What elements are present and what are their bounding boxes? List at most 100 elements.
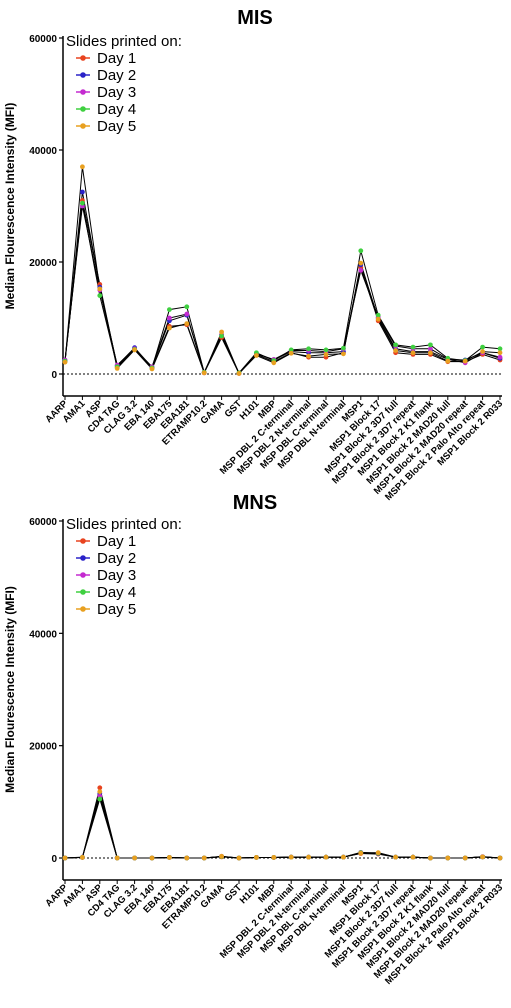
data-point bbox=[375, 850, 381, 856]
data-point bbox=[462, 855, 468, 861]
legend-label: Day 3 bbox=[97, 84, 136, 101]
data-point bbox=[323, 347, 329, 353]
data-point bbox=[410, 350, 416, 356]
legend-marker bbox=[80, 572, 86, 578]
data-point bbox=[97, 789, 103, 795]
data-point bbox=[445, 855, 451, 861]
data-point bbox=[445, 358, 451, 364]
legend-marker bbox=[80, 538, 86, 544]
data-point bbox=[184, 321, 190, 326]
data-point bbox=[236, 371, 242, 376]
data-point bbox=[288, 347, 294, 353]
legend-label: Day 2 bbox=[97, 67, 136, 84]
legend-label: Day 2 bbox=[97, 550, 136, 567]
data-point bbox=[80, 200, 85, 206]
data-point bbox=[184, 855, 190, 861]
data-point bbox=[114, 366, 120, 371]
legend-marker bbox=[80, 123, 86, 129]
data-point bbox=[97, 286, 103, 292]
data-point bbox=[428, 855, 433, 861]
data-point bbox=[393, 348, 398, 353]
y-axis-label: Median Flourescence Intensity (MFI) bbox=[3, 586, 17, 793]
y-axis-label: Median Flourescence Intensity (MFI) bbox=[3, 103, 17, 310]
data-point bbox=[97, 796, 103, 802]
data-point bbox=[219, 853, 225, 859]
data-point bbox=[341, 345, 346, 351]
data-point bbox=[288, 854, 294, 860]
data-point bbox=[184, 304, 190, 310]
data-point bbox=[341, 854, 346, 860]
data-point bbox=[201, 855, 207, 861]
legend-label: Day 5 bbox=[97, 118, 136, 135]
legend-marker bbox=[80, 72, 86, 78]
legend-marker bbox=[80, 106, 86, 112]
data-point bbox=[80, 855, 85, 860]
y-tick-label: 60000 bbox=[29, 34, 57, 45]
legend-title: Slides printed on: bbox=[66, 516, 182, 533]
legend-label: Day 3 bbox=[97, 567, 136, 584]
data-point bbox=[97, 785, 103, 791]
data-point bbox=[306, 854, 311, 860]
legend-marker bbox=[80, 55, 86, 61]
data-point bbox=[219, 329, 225, 335]
y-tick-label: 40000 bbox=[29, 629, 57, 640]
data-point bbox=[132, 855, 138, 861]
series-line-4 bbox=[64, 797, 501, 859]
data-point bbox=[114, 855, 120, 861]
y-tick-label: 0 bbox=[51, 370, 57, 381]
series-line-1 bbox=[64, 200, 501, 375]
data-point bbox=[97, 293, 103, 298]
series-line-5 bbox=[64, 166, 501, 375]
series-line-2 bbox=[64, 191, 501, 375]
data-point bbox=[375, 316, 381, 322]
data-point bbox=[428, 350, 433, 356]
y-tick-label: 20000 bbox=[29, 258, 57, 269]
data-point bbox=[497, 350, 503, 356]
series-line-4 bbox=[64, 203, 501, 374]
data-point bbox=[288, 350, 294, 356]
data-point bbox=[167, 855, 172, 860]
legend-marker bbox=[80, 589, 86, 595]
data-point bbox=[149, 366, 155, 372]
data-point bbox=[480, 349, 485, 354]
legend-title: Slides printed on: bbox=[66, 33, 182, 50]
series-line-1 bbox=[64, 787, 501, 859]
data-point bbox=[341, 351, 346, 357]
data-point bbox=[201, 370, 207, 376]
legend-marker bbox=[80, 555, 86, 561]
chart-title: MNS bbox=[233, 492, 277, 514]
legend-marker bbox=[80, 89, 86, 95]
legend-label: Day 4 bbox=[97, 101, 136, 118]
data-point bbox=[497, 346, 503, 352]
data-point bbox=[219, 333, 225, 339]
data-point bbox=[132, 347, 138, 353]
series-line-3 bbox=[64, 794, 501, 859]
data-point bbox=[358, 248, 364, 254]
data-point bbox=[184, 311, 190, 317]
chart-mns: MNS Median Flourescence Intensity (MFI) 0 2… bbox=[3, 492, 505, 987]
data-point bbox=[254, 855, 259, 860]
data-point bbox=[271, 855, 277, 860]
data-point bbox=[480, 854, 485, 860]
data-point bbox=[323, 854, 329, 860]
data-point bbox=[497, 855, 503, 861]
data-point bbox=[462, 358, 468, 364]
data-point bbox=[167, 315, 172, 321]
data-point bbox=[358, 268, 364, 273]
data-point bbox=[62, 855, 68, 861]
legend-label: Day 1 bbox=[97, 50, 136, 67]
legend-label: Day 1 bbox=[97, 533, 136, 550]
data-point bbox=[480, 344, 485, 350]
data-point bbox=[497, 354, 503, 360]
data-point bbox=[306, 346, 311, 352]
y-tick-label: 0 bbox=[51, 854, 57, 865]
data-point bbox=[375, 312, 381, 318]
legend-marker bbox=[80, 606, 86, 612]
chart-mis: MIS Median Flourescence Intensity (MFI) 0 2… bbox=[3, 7, 505, 503]
data-point bbox=[62, 359, 68, 365]
series-line-2 bbox=[64, 791, 501, 859]
data-point bbox=[323, 352, 329, 357]
data-point bbox=[236, 855, 242, 861]
legend-label: Day 5 bbox=[97, 601, 136, 618]
